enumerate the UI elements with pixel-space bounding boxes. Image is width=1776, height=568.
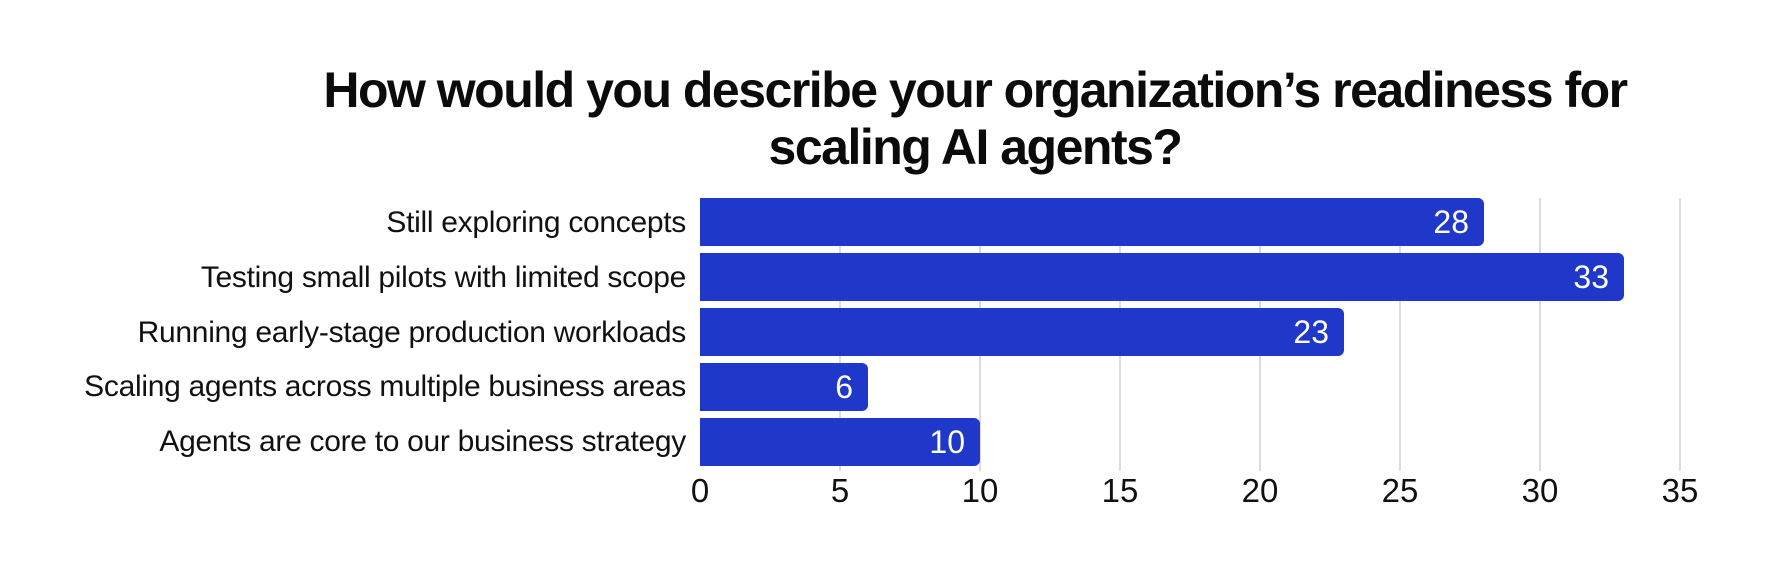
x-tick-label: 10 [961,472,999,509]
bar: 28 [700,198,1484,246]
gridline [1399,198,1401,471]
chart-title: How would you describe your organization… [175,62,1775,176]
bar-value-label: 23 [1293,313,1329,350]
gridline [1679,198,1681,471]
x-tick-label: 20 [1241,472,1279,509]
x-tick-label: 0 [690,472,710,509]
chart-title-line-2: scaling AI agents? [768,119,1183,175]
x-tick-label: 15 [1101,472,1139,509]
category-label: Running early-stage production workloads [137,315,687,349]
x-tick-label: 30 [1521,472,1559,509]
category-label: Testing small pilots with limited scope [200,260,686,294]
chart-title-line-1: How would you describe your organization… [323,62,1628,118]
category-label: Scaling agents across multiple business … [84,369,686,403]
bar-value-label: 6 [835,368,853,405]
bar: 23 [700,308,1344,356]
x-tick-label: 5 [830,472,850,509]
x-tick-label: 35 [1661,472,1699,509]
bar-value-label: 33 [1573,258,1609,295]
gridline [1539,198,1541,471]
bar: 33 [700,253,1624,301]
bar: 10 [700,418,980,466]
category-label: Still exploring concepts [386,205,686,239]
bar-value-label: 10 [929,423,965,460]
category-label: Agents are core to our business strategy [159,424,686,458]
bar: 6 [700,363,868,411]
bar-value-label: 28 [1433,203,1469,240]
x-tick-label: 25 [1381,472,1419,509]
